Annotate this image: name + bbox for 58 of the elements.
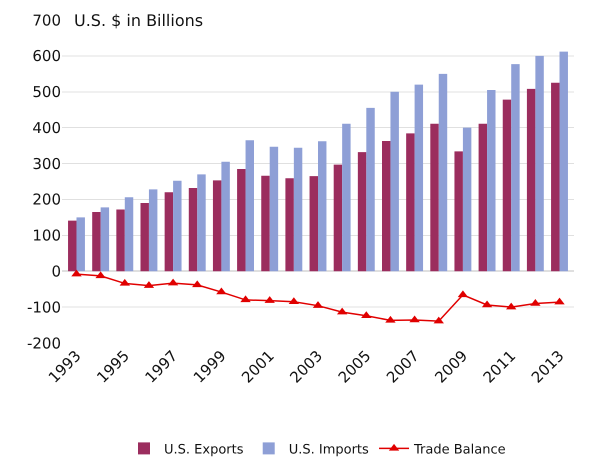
bar <box>414 84 424 272</box>
bar <box>502 100 512 272</box>
bar <box>294 148 302 272</box>
bar <box>92 212 101 272</box>
bar <box>221 162 230 272</box>
bar <box>560 52 568 272</box>
bar <box>188 188 198 272</box>
y-tick-label: 700 <box>32 11 61 30</box>
chart-title: U.S. $ in Billions <box>74 11 204 30</box>
bar <box>358 152 366 272</box>
y-tick-label: 300 <box>32 154 61 173</box>
bar <box>116 209 125 272</box>
bar <box>237 168 246 272</box>
bar <box>438 74 448 272</box>
bar <box>270 146 278 272</box>
bar <box>406 133 415 272</box>
bar <box>366 108 375 272</box>
bar <box>334 164 342 272</box>
bar <box>318 141 326 272</box>
bar <box>310 176 318 272</box>
y-tick-label: 400 <box>32 118 61 137</box>
bar <box>212 180 222 272</box>
bar <box>382 140 390 272</box>
bar <box>140 203 149 272</box>
point <box>120 278 130 286</box>
bar <box>100 207 110 272</box>
bar <box>124 197 134 272</box>
y-tick-label: 200 <box>32 190 61 209</box>
bar <box>390 92 399 272</box>
bar <box>430 124 439 272</box>
bar <box>511 64 520 272</box>
bar <box>148 189 158 272</box>
bar <box>478 124 488 272</box>
legend-label: Trade Balance <box>413 442 506 458</box>
y-tick-label: 0 <box>51 262 61 280</box>
bar <box>261 176 270 272</box>
bar <box>526 88 536 272</box>
bar <box>76 217 85 272</box>
y-tick-label: 500 <box>32 83 61 102</box>
bar <box>285 178 294 272</box>
legend-label: U.S. Exports <box>164 442 244 458</box>
y-tick-label: -200 <box>26 334 61 352</box>
bar <box>487 90 496 272</box>
bar <box>342 124 351 272</box>
bar <box>535 56 544 272</box>
bar <box>551 82 560 272</box>
bar <box>246 140 254 272</box>
y-tick-label: 600 <box>32 47 61 66</box>
bar <box>462 128 472 272</box>
legend-label: U.S. Imports <box>288 442 370 458</box>
bar <box>454 151 463 272</box>
bar <box>68 220 76 272</box>
point <box>192 280 202 288</box>
bar <box>197 174 206 272</box>
bar <box>164 192 174 272</box>
y-tick-label: 100 <box>32 226 61 245</box>
bar <box>173 180 182 272</box>
y-tick-label: -100 <box>26 298 61 316</box>
